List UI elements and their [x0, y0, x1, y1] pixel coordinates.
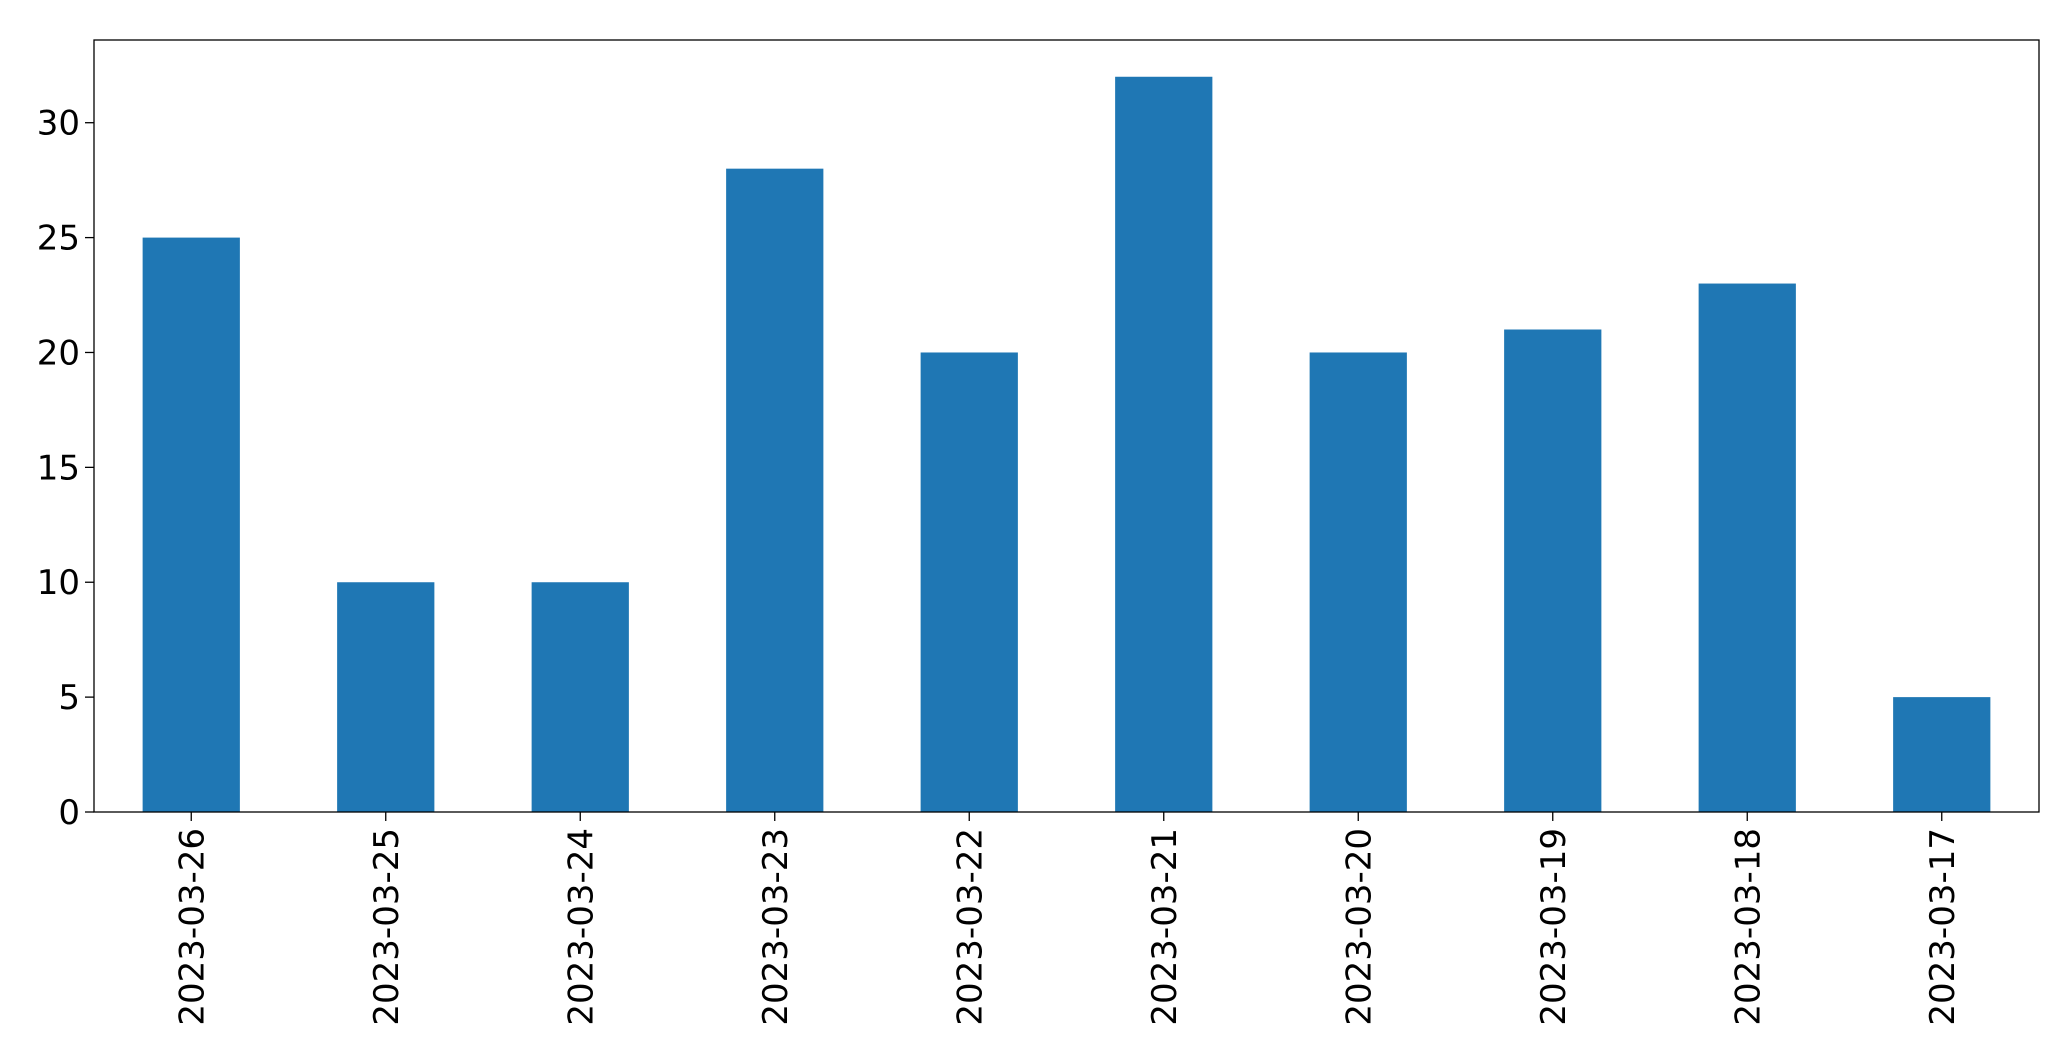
- y-tick-label: 20: [37, 333, 80, 373]
- x-tick-label: 2023-03-22: [950, 828, 990, 1026]
- bar: [1893, 697, 1991, 812]
- y-tick-label: 10: [37, 563, 80, 603]
- y-tick-label: 0: [58, 793, 80, 833]
- bar: [1504, 329, 1602, 812]
- x-tick-label: 2023-03-21: [1145, 828, 1185, 1026]
- x-tick-label: 2023-03-26: [172, 828, 212, 1026]
- y-tick-label: 30: [37, 104, 80, 144]
- bar: [531, 582, 629, 812]
- x-tick-label: 2023-03-19: [1534, 828, 1574, 1026]
- x-tick-label: 2023-03-18: [1728, 828, 1768, 1026]
- y-tick-label: 15: [37, 448, 80, 488]
- x-tick-label: 2023-03-25: [367, 828, 407, 1026]
- bar: [1698, 283, 1796, 812]
- x-tick-label: 2023-03-20: [1339, 828, 1379, 1026]
- bar: [920, 352, 1018, 812]
- bar: [726, 168, 824, 812]
- x-tick-label: 2023-03-17: [1923, 828, 1963, 1026]
- y-tick-label: 25: [37, 219, 80, 259]
- x-tick-label: 2023-03-23: [756, 828, 796, 1026]
- bar: [1115, 76, 1213, 812]
- x-tick-label: 2023-03-24: [561, 828, 601, 1026]
- y-tick-label: 5: [58, 678, 80, 718]
- plot-frame: [93, 39, 2040, 813]
- bar: [1309, 352, 1407, 812]
- bar: [142, 237, 240, 813]
- bar: [337, 582, 435, 812]
